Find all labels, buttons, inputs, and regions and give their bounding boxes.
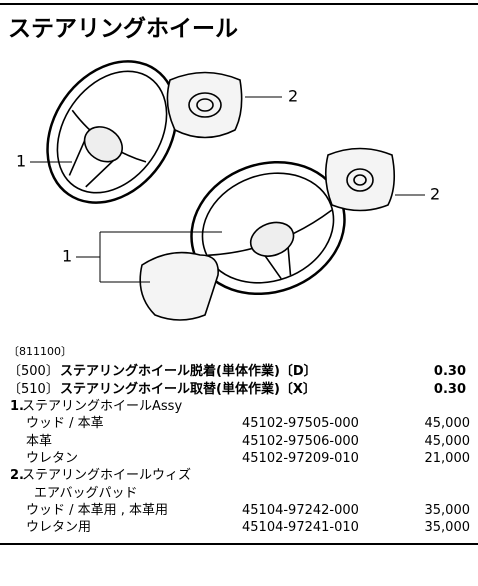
- callout: 1: [16, 152, 26, 171]
- callout: 2: [430, 185, 440, 204]
- part-price: 35,000: [424, 502, 471, 518]
- part-name: ウッド / 本革: [26, 416, 104, 432]
- labor-code: 〔500〕: [8, 364, 59, 379]
- labor-code: 〔510〕: [8, 382, 59, 397]
- part-price: 45,000: [424, 433, 471, 449]
- airbag-pad: [324, 147, 396, 212]
- part-number: 45102-97209-010: [242, 450, 359, 466]
- group-label: ステアリングホイールウィズ: [22, 468, 192, 484]
- callout: 1: [62, 247, 72, 266]
- part-price: 45,000: [424, 416, 471, 432]
- steering-wheel: [46, 60, 178, 204]
- airbag-pad: [166, 71, 243, 139]
- top-rule: [0, 3, 478, 5]
- labor-name: ステアリングホイール脱着(単体作業)〔D〕: [60, 364, 317, 379]
- part-number: 45104-97242-000: [242, 502, 359, 518]
- part-price: 21,000: [424, 450, 471, 466]
- part-number: 45102-97506-000: [242, 433, 359, 449]
- group-label: ステアリングホイールAssy: [22, 399, 183, 414]
- callout: 2: [288, 87, 298, 106]
- bottom-rule: [0, 543, 478, 545]
- part-number: 45104-97241-010: [242, 520, 359, 536]
- group-number: 1.: [10, 399, 24, 414]
- page-title: ステアリングホイール: [8, 16, 238, 42]
- group-label: エアバッグパッド: [34, 485, 138, 501]
- part-name: 本革: [26, 433, 53, 449]
- part-name: ウレタン: [26, 450, 79, 466]
- labor-hours: 0.30: [433, 364, 466, 379]
- group-number: 2.: [10, 468, 24, 484]
- part-name: ウレタン用: [26, 520, 92, 536]
- labor-name: ステアリングホイール取替(単体作業)〔X〕: [60, 382, 316, 397]
- part-name: ウッド / 本革用 , 本革用: [26, 502, 169, 518]
- section-code: 〔811100〕: [8, 345, 72, 358]
- illustration: 2 1 1 2: [16, 60, 440, 321]
- part-price: 35,000: [424, 520, 471, 536]
- labor-hours: 0.30: [433, 382, 466, 397]
- horn-pad: [139, 251, 219, 321]
- part-number: 45102-97505-000: [242, 416, 359, 432]
- leader-line: [30, 96, 425, 283]
